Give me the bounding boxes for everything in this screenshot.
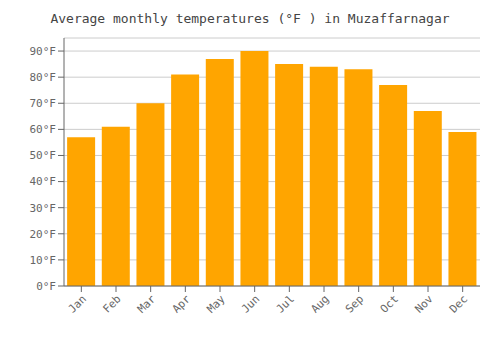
svg-text:60°F: 60°F	[30, 123, 57, 136]
svg-text:50°F: 50°F	[30, 149, 57, 162]
svg-text:40°F: 40°F	[30, 175, 57, 188]
svg-text:Jan: Jan	[66, 292, 89, 315]
svg-text:Nov: Nov	[412, 292, 436, 316]
svg-text:80°F: 80°F	[30, 71, 57, 84]
svg-text:Jun: Jun	[239, 292, 262, 315]
svg-text:70°F: 70°F	[30, 97, 57, 110]
svg-text:Aug: Aug	[308, 292, 331, 315]
svg-text:Mar: Mar	[135, 292, 159, 316]
svg-text:Feb: Feb	[100, 292, 123, 315]
svg-text:10°F: 10°F	[30, 254, 57, 267]
svg-text:Oct: Oct	[378, 292, 401, 315]
svg-text:0°F: 0°F	[36, 280, 56, 293]
svg-text:20°F: 20°F	[30, 228, 57, 241]
svg-text:Apr: Apr	[170, 292, 194, 316]
svg-text:30°F: 30°F	[30, 202, 57, 215]
svg-text:Dec: Dec	[447, 292, 470, 315]
html-text:Average monthly temperatures (: Average monthly temperatures (°F ) in Mu…	[50, 11, 450, 26]
svg-text:May: May	[204, 292, 228, 316]
svg-text:90°F: 90°F	[30, 45, 57, 58]
svg-text:Sep: Sep	[343, 292, 366, 315]
svg-text:Jul: Jul	[274, 292, 297, 315]
